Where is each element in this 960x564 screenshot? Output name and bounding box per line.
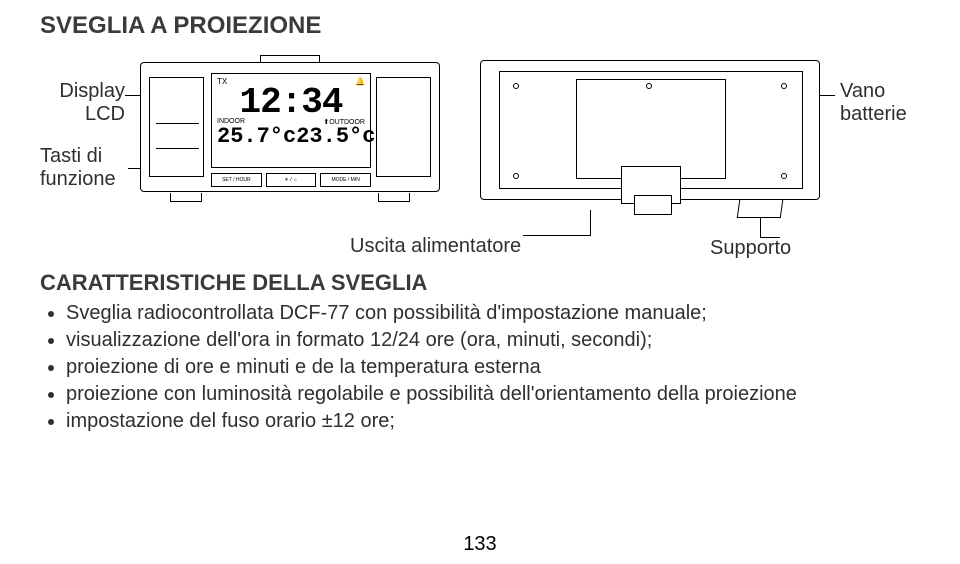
projector-mount [621,166,681,204]
lcd-tx: TX [217,77,227,86]
panel-left [149,77,204,177]
leader-line [760,237,780,238]
page-title: SVEGLIA A PROIEZIONE [40,12,920,40]
lcd-screen: TX 🔔 12:34 INDOOR ⬆OUTDOOR 25.7°c 23.5°c [211,73,371,168]
label-tasti: Tasti di funzione [40,145,140,191]
back-frame [480,60,820,200]
lcd-temp2: 23.5°c [296,126,375,148]
screw-icon [513,173,519,179]
battery-cover [576,79,726,179]
page-number: 133 [0,533,960,556]
btn-brightness: ☀ / ☼ [266,173,317,187]
label-uscita: Uscita alimentatore [350,235,521,258]
screw-icon [646,83,652,89]
label-display-line2: LCD [85,103,125,125]
feature-item: impostazione del fuso orario ±12 ore; [66,408,920,435]
device-front: TX 🔔 12:34 INDOOR ⬆OUTDOOR 25.7°c 23.5°c… [140,62,440,212]
label-display-lcd: Display LCD [40,80,125,126]
feature-item: proiezione di ore e minuti e de la tempe… [66,354,920,381]
label-tasti-line1: Tasti di [40,145,102,167]
device-feet [150,190,430,202]
screw-icon [781,173,787,179]
stand [737,200,784,218]
feature-item: proiezione con luminosità regolabile e p… [66,381,920,408]
screw-icon [781,83,787,89]
lcd-bell-icon: 🔔 [355,77,365,86]
label-supporto: Supporto [710,237,791,260]
btn-set-hour: SET / HOUR [211,173,262,187]
features-list: Sveglia radiocontrollata DCF-77 con poss… [66,300,920,435]
lcd-temp1: 25.7°c [217,126,296,148]
button-row: SET / HOUR ☀ / ☼ MODE / MIN [211,173,371,187]
label-display-line1: Display [59,80,125,102]
btn-mode-min: MODE / MIN [320,173,371,187]
diagram: Display LCD Tasti di funzione Vano batte… [40,50,920,270]
device-back [480,52,820,232]
section-heading: CARATTERISTICHE DELLA SVEGLIA [40,270,920,296]
label-vano-line2: batterie [840,103,907,125]
device-frame: TX 🔔 12:34 INDOOR ⬆OUTDOOR 25.7°c 23.5°c… [140,62,440,192]
label-tasti-line2: funzione [40,168,116,190]
feature-item: visualizzazione dell'ora in formato 12/2… [66,327,920,354]
screw-icon [513,83,519,89]
lcd-time: 12:34 [217,86,365,120]
leader-line [523,235,591,236]
feature-item: Sveglia radiocontrollata DCF-77 con poss… [66,300,920,327]
label-vano-line1: Vano [840,80,885,102]
panel-right [376,77,431,177]
label-vano: Vano batterie [840,80,920,126]
